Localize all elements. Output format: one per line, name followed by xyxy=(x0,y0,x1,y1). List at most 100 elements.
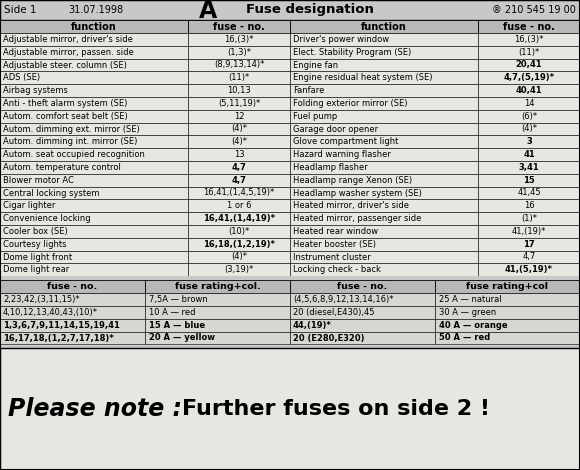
Bar xyxy=(290,332,435,345)
Text: 20 (E280,E320): 20 (E280,E320) xyxy=(293,334,364,343)
Text: Driver's power window: Driver's power window xyxy=(293,35,389,44)
Bar xyxy=(188,148,290,161)
Text: Locking check - back: Locking check - back xyxy=(293,265,381,274)
Text: Dome light front: Dome light front xyxy=(3,252,72,261)
Text: Adjustable mirror, driver's side: Adjustable mirror, driver's side xyxy=(3,35,133,44)
Text: 15: 15 xyxy=(523,176,535,185)
Text: Headlamp washer system (SE): Headlamp washer system (SE) xyxy=(293,188,422,197)
Bar xyxy=(478,135,580,148)
Bar xyxy=(188,212,290,225)
Bar xyxy=(145,306,290,319)
Text: A: A xyxy=(199,0,217,23)
Text: Folding exterior mirror (SE): Folding exterior mirror (SE) xyxy=(293,99,408,108)
Bar xyxy=(290,71,478,84)
Bar xyxy=(0,20,188,33)
Text: 44,(19)*: 44,(19)* xyxy=(293,321,332,329)
Bar xyxy=(188,59,290,71)
Text: 16,41,(1,4,19)*: 16,41,(1,4,19)* xyxy=(203,214,275,223)
Text: fuse rating+col: fuse rating+col xyxy=(466,282,549,291)
Text: Autom. temperature control: Autom. temperature control xyxy=(3,163,121,172)
Text: Headlamp flasher: Headlamp flasher xyxy=(293,163,368,172)
Text: (4)*: (4)* xyxy=(231,125,247,133)
Text: 4,7,(5,19)*: 4,7,(5,19)* xyxy=(503,73,554,82)
Text: (8,9,13,14)*: (8,9,13,14)* xyxy=(214,61,264,70)
Text: 7,5A — brown: 7,5A — brown xyxy=(149,295,208,304)
Bar xyxy=(0,276,580,280)
Bar xyxy=(0,148,188,161)
Bar xyxy=(478,110,580,123)
Text: (4)*: (4)* xyxy=(231,137,247,146)
Text: Autom. comfort seat belt (SE): Autom. comfort seat belt (SE) xyxy=(3,112,128,121)
Bar xyxy=(290,161,478,174)
Bar xyxy=(435,319,580,332)
Text: 16,17,18,(1,2,7,17,18)*: 16,17,18,(1,2,7,17,18)* xyxy=(3,334,114,343)
Text: 16,(3)*: 16,(3)* xyxy=(224,35,253,44)
Text: 3: 3 xyxy=(526,137,532,146)
Text: 12: 12 xyxy=(234,112,244,121)
Text: Anti - theft alarm system (SE): Anti - theft alarm system (SE) xyxy=(3,99,128,108)
Text: 4,7: 4,7 xyxy=(231,163,246,172)
Bar xyxy=(0,293,145,306)
Bar xyxy=(478,20,580,33)
Text: fuse - no.: fuse - no. xyxy=(213,22,265,31)
Text: 17: 17 xyxy=(523,240,535,249)
Bar xyxy=(0,135,188,148)
Bar xyxy=(478,187,580,199)
Text: (1,3)*: (1,3)* xyxy=(227,47,251,57)
Bar xyxy=(188,110,290,123)
Bar xyxy=(188,238,290,251)
Bar xyxy=(290,123,478,135)
Text: 20 (diesel,E430),45: 20 (diesel,E430),45 xyxy=(293,308,375,317)
Text: Cooler box (SE): Cooler box (SE) xyxy=(3,227,68,236)
Bar xyxy=(478,212,580,225)
Bar xyxy=(290,212,478,225)
Text: (5,11,19)*: (5,11,19)* xyxy=(218,99,260,108)
Text: Glove compartment light: Glove compartment light xyxy=(293,137,398,146)
Bar xyxy=(290,238,478,251)
Text: (10)*: (10)* xyxy=(229,227,249,236)
Bar xyxy=(478,84,580,97)
Text: 1,3,6,7,9,11,14,15,19,41: 1,3,6,7,9,11,14,15,19,41 xyxy=(3,321,120,329)
Text: Heated mirror, passenger side: Heated mirror, passenger side xyxy=(293,214,422,223)
Text: Adjustable steer. column (SE): Adjustable steer. column (SE) xyxy=(3,61,127,70)
Text: Heater booster (SE): Heater booster (SE) xyxy=(293,240,376,249)
Text: fuse - no.: fuse - no. xyxy=(338,282,387,291)
Text: fuse - no.: fuse - no. xyxy=(503,22,555,31)
Bar xyxy=(0,59,188,71)
Bar xyxy=(0,123,188,135)
Text: 50 A — red: 50 A — red xyxy=(439,334,490,343)
Bar xyxy=(0,33,188,46)
Bar xyxy=(188,123,290,135)
Bar xyxy=(478,251,580,263)
Text: function: function xyxy=(71,22,117,31)
Bar xyxy=(0,263,188,276)
Bar xyxy=(188,187,290,199)
Bar xyxy=(0,225,188,238)
Bar xyxy=(188,161,290,174)
Bar xyxy=(145,280,290,293)
Bar xyxy=(188,199,290,212)
Text: (4)*: (4)* xyxy=(231,252,247,261)
Bar xyxy=(478,123,580,135)
Bar xyxy=(435,280,580,293)
Bar xyxy=(290,148,478,161)
Text: Airbag systems: Airbag systems xyxy=(3,86,68,95)
Text: Engine residual heat system (SE): Engine residual heat system (SE) xyxy=(293,73,433,82)
Bar xyxy=(290,251,478,263)
Text: function: function xyxy=(361,22,407,31)
Bar xyxy=(0,187,188,199)
Text: 4,7: 4,7 xyxy=(231,176,246,185)
Text: (4,5,6,8,9,12,13,14,16)*: (4,5,6,8,9,12,13,14,16)* xyxy=(293,295,393,304)
Text: 16: 16 xyxy=(524,201,534,210)
Text: Cigar lighter: Cigar lighter xyxy=(3,201,55,210)
Text: 16,(3)*: 16,(3)* xyxy=(514,35,543,44)
Text: Central locking system: Central locking system xyxy=(3,188,100,197)
Bar xyxy=(0,319,145,332)
Bar xyxy=(478,46,580,59)
Text: 4,7: 4,7 xyxy=(523,252,535,261)
Bar xyxy=(0,238,188,251)
Bar xyxy=(0,199,188,212)
Bar xyxy=(0,348,580,470)
Text: 14: 14 xyxy=(524,99,534,108)
Bar xyxy=(0,332,145,345)
